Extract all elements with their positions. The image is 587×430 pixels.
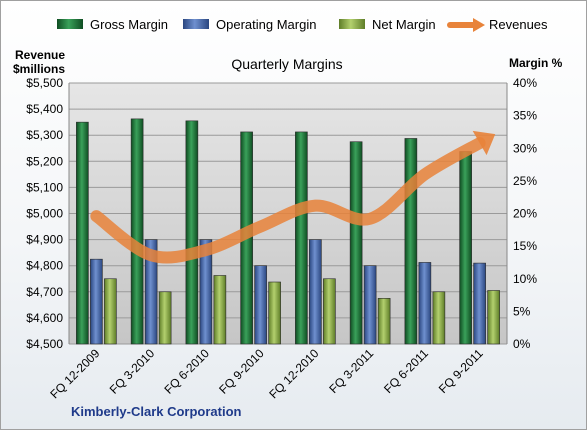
y-left-tick-label: $5,300	[26, 128, 63, 142]
bar-gross-margin	[349, 141, 363, 345]
y-right-tick-label: 25%	[513, 174, 537, 188]
bar-net-margin	[487, 290, 500, 345]
bar-net-margin	[323, 278, 336, 345]
y-right-tick-label: 10%	[513, 272, 537, 286]
bar-net-margin	[158, 291, 172, 345]
legend-swatch-net-margin	[339, 19, 365, 29]
legend-label-net-margin: Net Margin	[372, 17, 436, 32]
x-tick-label: FQ 12-2009	[47, 346, 102, 401]
bar-gross-margin	[130, 118, 144, 345]
revenue-line	[90, 130, 496, 264]
y-left-tick-label: $4,500	[26, 337, 63, 351]
bar-net-margin	[432, 291, 446, 345]
x-tick-label: FQ 12-2010	[266, 346, 321, 401]
legend-swatch-revenues	[447, 18, 485, 32]
y-left-tick-label: $4,800	[26, 259, 63, 273]
legend: Gross Margin Operating Margin Net Margin…	[57, 17, 548, 32]
legend-label-revenues: Revenues	[489, 17, 548, 32]
y-left-title-line1: Revenue	[15, 48, 65, 62]
bar-operating-margin	[309, 239, 322, 345]
x-tick-label: FQ 9-2010	[216, 346, 267, 397]
bar-operating-margin	[199, 239, 213, 345]
bar-operating-margin	[473, 262, 486, 345]
y-left-tick-label: $4,600	[26, 311, 63, 325]
bar-gross-margin	[295, 131, 308, 345]
footer-company: Kimberly-Clark Corporation	[71, 404, 242, 419]
bar-gross-margin	[185, 120, 199, 345]
y-left-tick-label: $4,900	[26, 233, 63, 247]
y-right-tick-label: 20%	[513, 207, 537, 221]
bar-operating-margin	[418, 262, 432, 345]
x-tick-label: FQ 3-2011	[326, 346, 376, 396]
bar-net-margin	[268, 281, 281, 345]
y-left-tick-label: $5,400	[26, 102, 63, 116]
y-right-tick-label: 30%	[513, 141, 537, 155]
y-left-tick-label: $5,000	[26, 207, 63, 221]
y-right-ticks: 0% 5% 10% 15% 20% 25% 30% 35% 40%	[513, 76, 537, 351]
y-right-tick-label: 15%	[513, 239, 537, 253]
bar-net-margin	[213, 275, 227, 345]
y-left-ticks: $4,500 $4,600 $4,700 $4,800 $4,900 $5,000 $5,1…	[26, 76, 63, 351]
y-left-tick-label: $4,700	[26, 285, 63, 299]
legend-label-gross-margin: Gross Margin	[90, 17, 168, 32]
y-right-title: Margin %	[509, 56, 563, 70]
revenue-line-path	[90, 137, 486, 264]
legend-label-operating-margin: Operating Margin	[216, 17, 316, 32]
y-left-tick-label: $5,100	[26, 180, 63, 194]
x-tick-label: FQ 6-2010	[162, 346, 213, 397]
bar-operating-margin	[363, 265, 377, 345]
bar-gross-margin	[76, 121, 89, 345]
bar-operating-margin	[90, 258, 103, 345]
legend-swatch-operating-margin	[183, 19, 209, 29]
y-left-tick-label: $5,200	[26, 154, 63, 168]
y-left-tick-label: $5,500	[26, 76, 63, 90]
y-right-tick-label: 0%	[513, 337, 531, 351]
revenue-line-arrowhead	[472, 130, 496, 156]
y-right-tick-label: 5%	[513, 304, 531, 318]
x-tick-labels: FQ 12-2009 FQ 3-2010 FQ 6-2010 FQ 9-2010 FQ …	[47, 346, 486, 401]
bar-gross-margin	[404, 138, 418, 345]
y-right-tick-label: 35%	[513, 109, 537, 123]
chart-title: Quarterly Margins	[231, 56, 342, 72]
y-left-title-line2: $millions	[13, 62, 65, 76]
x-tick-label: FQ 9-2011	[436, 346, 486, 396]
x-tick-label: FQ 6-2011	[381, 346, 431, 396]
y-right-tick-label: 40%	[513, 76, 537, 90]
bar-series	[76, 118, 500, 345]
bar-gross-margin	[459, 151, 472, 345]
bar-net-margin	[377, 298, 391, 345]
legend-swatch-gross-margin	[57, 19, 83, 29]
bar-operating-margin	[144, 239, 158, 345]
bar-net-margin	[104, 278, 117, 345]
bar-operating-margin	[254, 265, 267, 345]
x-tick-label: FQ 3-2010	[107, 346, 158, 397]
